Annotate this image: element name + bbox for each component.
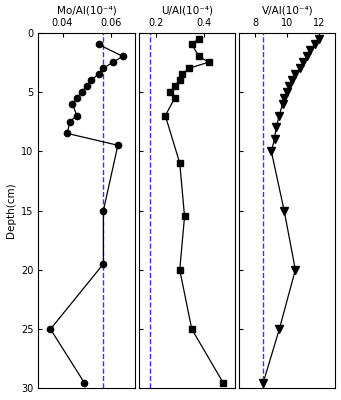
Title: Mo/Al(10⁻⁴): Mo/Al(10⁻⁴) bbox=[57, 6, 117, 16]
Title: V/Al(10⁻⁴): V/Al(10⁻⁴) bbox=[262, 6, 313, 16]
Title: U/Al(10⁻⁴): U/Al(10⁻⁴) bbox=[161, 6, 213, 16]
Y-axis label: Depth(cm): Depth(cm) bbox=[5, 183, 16, 238]
